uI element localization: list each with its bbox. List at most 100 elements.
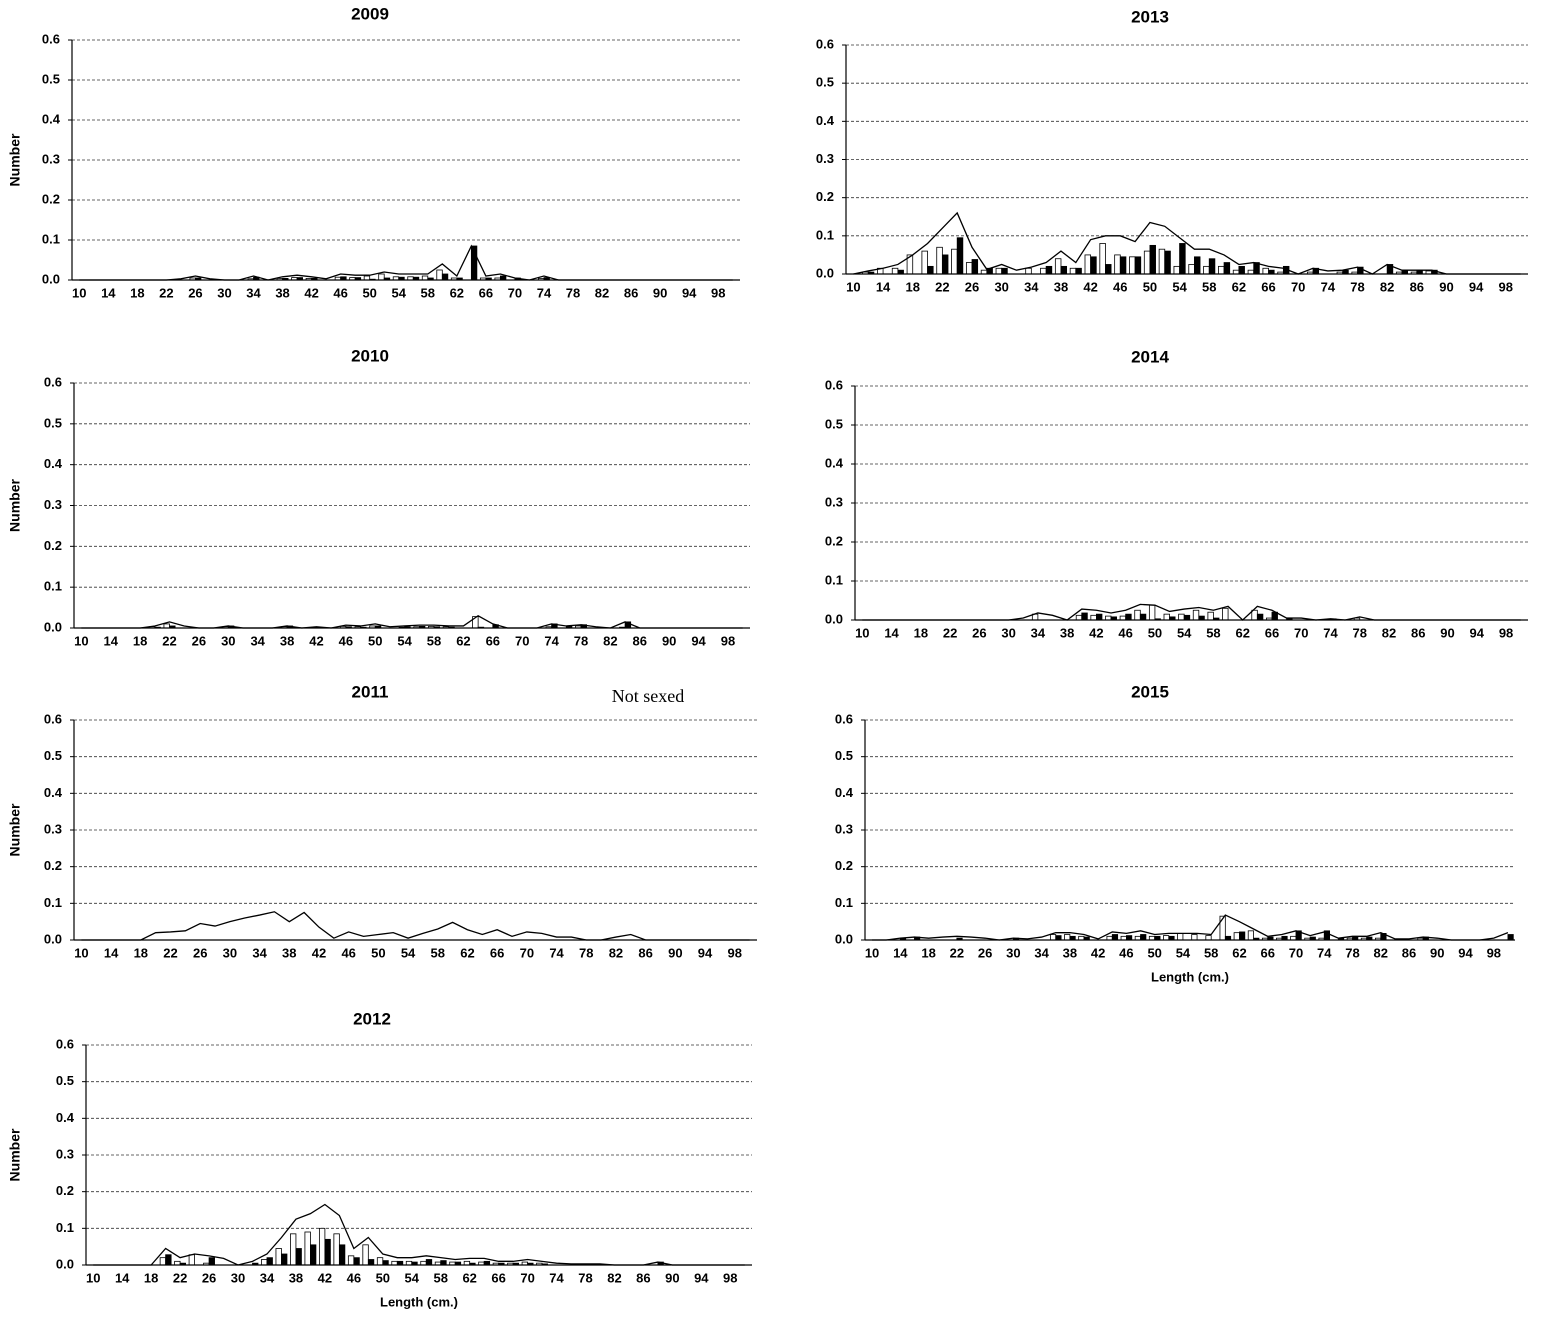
- x-tick-label: 46: [339, 633, 353, 648]
- x-tick-label: 86: [633, 633, 647, 648]
- x-tick-label: 50: [368, 633, 382, 648]
- x-tick-label: 66: [1260, 945, 1274, 960]
- bar: [1134, 609, 1141, 621]
- bar: [1177, 933, 1184, 941]
- x-tick-label: 54: [397, 633, 412, 648]
- bar: [1040, 267, 1047, 275]
- bar: [1203, 265, 1210, 275]
- x-tick-label: 74: [549, 1270, 564, 1285]
- x-tick-label: 82: [603, 633, 617, 648]
- bar: [1148, 604, 1156, 621]
- bar: [1164, 250, 1171, 275]
- bar: [1125, 613, 1132, 621]
- x-tick-label: 18: [134, 945, 148, 960]
- y-tick-label: 0.6: [42, 31, 60, 46]
- y-tick-label: 0.4: [56, 1110, 75, 1125]
- x-tick-label: 78: [1350, 279, 1364, 294]
- x-tick-label: 70: [1289, 945, 1303, 960]
- x-tick-label: 34: [246, 285, 261, 300]
- y-tick-label: 0.4: [816, 113, 835, 128]
- bar: [927, 265, 934, 275]
- x-tick-label: 90: [1430, 945, 1444, 960]
- x-tick-label: 34: [1034, 945, 1049, 960]
- y-tick-label: 0.6: [816, 36, 834, 51]
- x-tick-label: 22: [935, 279, 949, 294]
- x-tick-label: 86: [1410, 279, 1424, 294]
- x-tick-label: 82: [609, 945, 623, 960]
- x-tick-label: 94: [691, 633, 706, 648]
- x-tick-label: 90: [653, 285, 667, 300]
- x-tick-label: 90: [662, 633, 676, 648]
- x-tick-label: 18: [144, 1270, 158, 1285]
- y-tick-label: 0.5: [816, 75, 834, 90]
- x-tick-label: 14: [893, 945, 908, 960]
- x-tick-label: 78: [566, 285, 580, 300]
- x-tick-label: 58: [421, 285, 435, 300]
- x-tick-label: 74: [1317, 945, 1332, 960]
- x-tick-label: 42: [309, 633, 323, 648]
- y-axis-label: Number: [7, 479, 23, 532]
- bar: [333, 1233, 340, 1266]
- y-tick-label: 0.2: [42, 191, 60, 206]
- bar: [261, 1259, 268, 1266]
- y-tick-label: 0.5: [44, 748, 62, 763]
- panel-title: 2009: [351, 4, 389, 23]
- x-tick-label: 14: [876, 279, 891, 294]
- bar: [941, 254, 949, 275]
- bar: [1183, 614, 1191, 621]
- bar: [378, 273, 385, 281]
- bar: [1188, 264, 1195, 275]
- bar: [1194, 256, 1201, 275]
- bar: [367, 1259, 375, 1266]
- x-tick-label: 14: [101, 285, 116, 300]
- bar: [1075, 614, 1083, 621]
- y-tick-label: 0.2: [825, 533, 843, 548]
- bar: [951, 248, 958, 275]
- bar: [1191, 934, 1198, 941]
- x-tick-label: 34: [1031, 625, 1046, 640]
- x-tick-label: 78: [1353, 625, 1367, 640]
- bar: [376, 1257, 384, 1266]
- x-tick-label: 98: [711, 285, 725, 300]
- panel: 2010 0.0 0.1 0.2 0.3 0.4 0.5 0.6 Number 10 14 18 22 2…: [7, 346, 750, 648]
- x-tick-label: 38: [280, 633, 294, 648]
- annotation: Not sexed: [612, 686, 684, 706]
- x-tick-label: 74: [1321, 279, 1336, 294]
- x-tick-label: 62: [1235, 625, 1249, 640]
- x-tick-label: 22: [159, 285, 173, 300]
- y-tick-label: 0.2: [44, 538, 62, 553]
- bar: [1045, 265, 1053, 275]
- y-tick-label: 0.0: [835, 931, 853, 946]
- y-tick-label: 0.0: [42, 271, 60, 286]
- y-tick-label: 0.0: [56, 1256, 74, 1271]
- x-tick-label: 46: [1119, 945, 1133, 960]
- x-tick-label: 38: [1063, 945, 1077, 960]
- bar: [1178, 613, 1185, 621]
- x-tick-label: 66: [490, 945, 504, 960]
- bar: [1256, 613, 1264, 621]
- bar: [936, 246, 943, 275]
- x-tick-label: 98: [1499, 625, 1513, 640]
- panel: 2009 0.0 0.1 0.2 0.3 0.4 0.5 0.6 Number 10 14 18 22 2…: [7, 4, 740, 300]
- y-tick-label: 0.4: [44, 785, 63, 800]
- x-tick-label: 26: [193, 945, 207, 960]
- y-axis-label: Number: [7, 1128, 23, 1181]
- x-tick-label: 66: [1261, 279, 1275, 294]
- bar: [921, 250, 928, 275]
- x-tick-label: 34: [260, 1270, 275, 1285]
- x-tick-label: 34: [252, 945, 267, 960]
- bar: [1126, 935, 1133, 941]
- x-tick-label: 50: [1143, 279, 1157, 294]
- bar: [318, 1227, 326, 1266]
- panel-title: 2014: [1131, 347, 1169, 366]
- x-tick-label: 26: [972, 625, 986, 640]
- x-tick-label: 74: [537, 285, 552, 300]
- x-tick-label: 26: [965, 279, 979, 294]
- x-tick-label: 30: [994, 279, 1008, 294]
- x-tick-label: 94: [1458, 945, 1473, 960]
- x-tick-label: 46: [1118, 625, 1132, 640]
- x-tick-label: 66: [486, 633, 500, 648]
- y-tick-label: 0.3: [56, 1146, 74, 1161]
- y-tick-label: 0.3: [835, 821, 853, 836]
